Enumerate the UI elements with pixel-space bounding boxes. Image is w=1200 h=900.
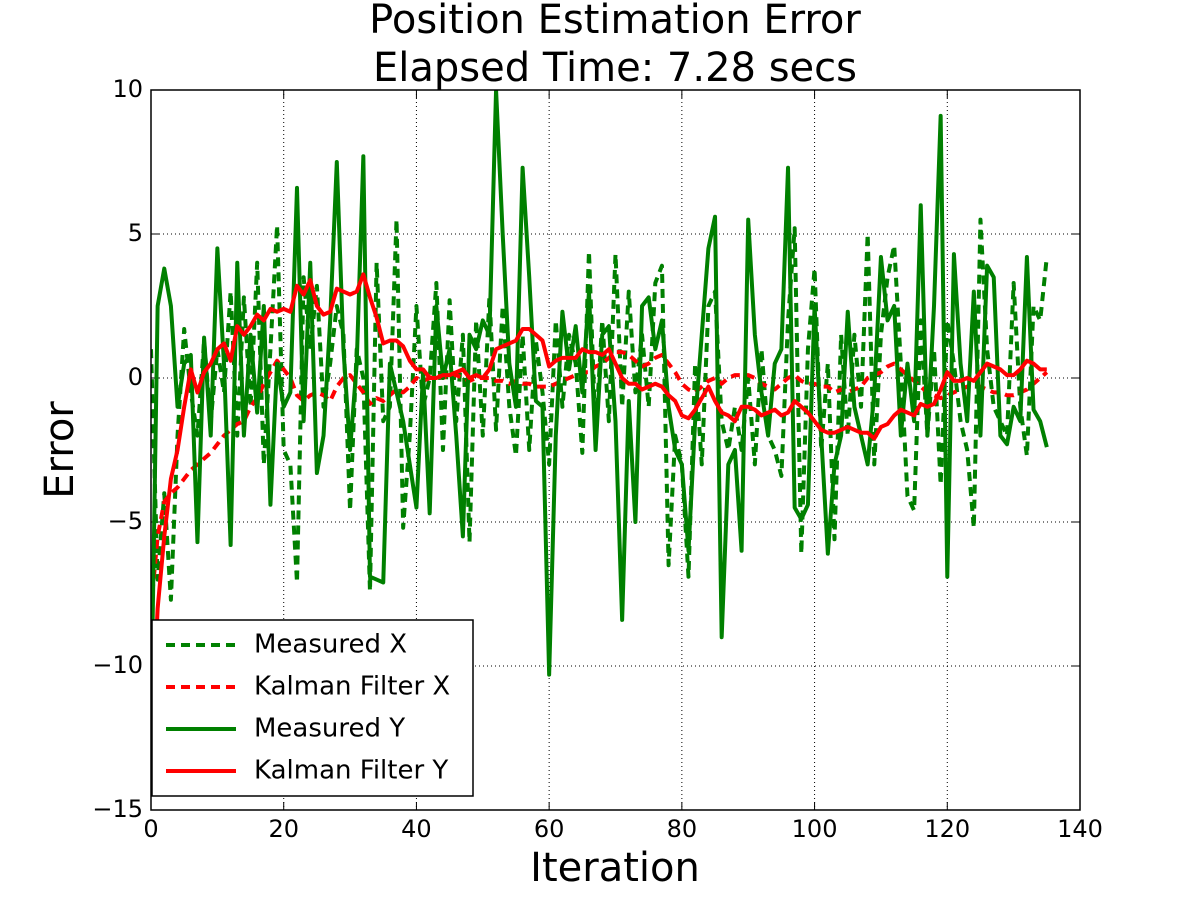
legend-label: Kalman Filter X — [254, 672, 450, 702]
y-axis-label: Error — [37, 401, 83, 499]
y-tick-label: −10 — [92, 651, 143, 679]
chart-title: Position Estimation Error — [369, 0, 861, 43]
x-tick-label: 60 — [534, 815, 565, 843]
legend-label: Kalman Filter Y — [254, 756, 448, 786]
x-tick-label: 0 — [143, 815, 158, 843]
plot-lines — [151, 90, 1049, 753]
y-tick-label: 5 — [128, 219, 143, 247]
y-tick-label: −15 — [92, 795, 143, 823]
series-line — [151, 272, 1047, 753]
x-tick-label: 120 — [924, 815, 970, 843]
plot-frame — [150, 89, 1081, 811]
legend-label: Measured X — [254, 630, 407, 660]
x-tick-label: 40 — [401, 815, 432, 843]
y-tick-label: 10 — [112, 75, 143, 103]
x-tick-label: 140 — [1057, 815, 1103, 843]
y-tick-label: 0 — [128, 363, 143, 391]
legend-box — [151, 619, 474, 797]
legend-label: Measured Y — [254, 714, 405, 744]
series-line — [151, 90, 1049, 724]
x-axis-label: Iteration — [530, 845, 700, 891]
chart-subtitle: Elapsed Time: 7.28 secs — [373, 45, 857, 91]
x-tick-label: 20 — [268, 815, 299, 843]
x-tick-label: 100 — [792, 815, 838, 843]
y-tick-label: −5 — [108, 507, 143, 535]
x-tick-label: 80 — [667, 815, 698, 843]
